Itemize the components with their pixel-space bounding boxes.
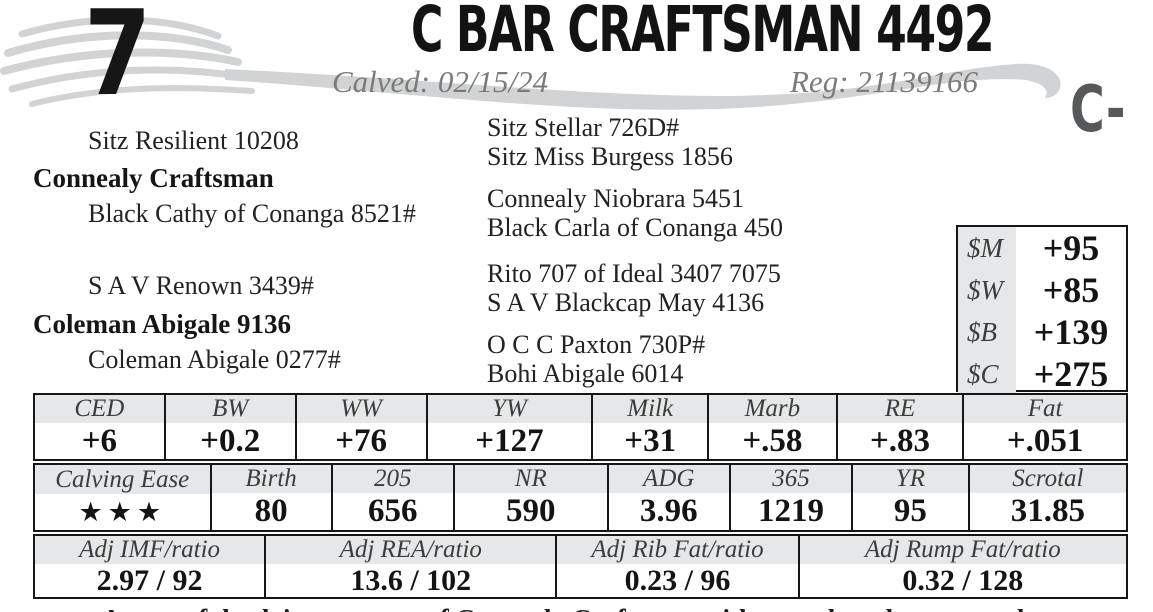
epd-value: +127 — [475, 423, 544, 459]
dollar-value: +275 — [1033, 354, 1109, 394]
dollar-label: $B — [958, 311, 1016, 353]
pedigree-dam-name: Coleman Abigale 9136 — [33, 309, 292, 339]
swoosh-graphic — [0, 16, 1061, 110]
pedigree-ancestor: Sitz Miss Burgess 1856 — [487, 142, 733, 171]
adj-value: 0.32 / 128 — [902, 564, 1024, 597]
adj-header: Adj Rib Fat/ratio — [557, 536, 798, 564]
dollar-row: $W +85 — [958, 269, 1126, 311]
adj-header: Adj REA/ratio — [266, 536, 556, 564]
epd-header: YW — [427, 395, 592, 423]
perf-value: 1219 — [757, 493, 824, 529]
perf-header: Scrotal — [969, 465, 1126, 493]
calving-ease-stars: ★★★ — [78, 496, 167, 527]
perf-header: Birth — [211, 465, 331, 493]
epd-value: +.051 — [1006, 423, 1084, 459]
perf-value: 590 — [505, 493, 556, 529]
epd-header: WW — [296, 395, 426, 423]
pedigree-sire-name: Connealy Craftsman — [33, 163, 274, 193]
perf-header: Calving Ease — [35, 465, 210, 494]
dollar-value: +139 — [1033, 312, 1109, 352]
bull-title: C BAR CRAFTSMAN 4492 — [411, 0, 995, 66]
perf-header: YR — [853, 465, 968, 493]
epd-value: +76 — [335, 423, 387, 459]
adj-header: Adj Rump Fat/ratio — [799, 536, 1126, 564]
dollar-row: $B +139 — [958, 311, 1126, 353]
perf-value: 95 — [893, 493, 927, 529]
pedigree-sire-grandsire: Sitz Resilient 10208 — [88, 126, 299, 155]
pedigree-dam-granddam: Coleman Abigale 0277# — [88, 345, 341, 374]
epd-header: Fat — [964, 395, 1126, 423]
dollar-value: +85 — [1042, 270, 1100, 310]
pedigree-ancestor: Black Carla of Conanga 450 — [487, 213, 784, 242]
reg-number: Reg: 21139166 — [790, 64, 978, 99]
pedigree-ancestor: Rito 707 of Ideal 3407 7075 — [487, 259, 781, 288]
perf-value: 656 — [367, 493, 418, 529]
adj-header: Adj IMF/ratio — [35, 536, 265, 564]
pedigree-ancestor: S A V Blackcap May 4136 — [487, 288, 765, 317]
dollar-label: $W — [958, 269, 1016, 311]
epd-table: CED +6 BW +0.2 WW +76 YW +127 Milk +31 Marb +.… — [33, 393, 1128, 461]
perf-header: 365 — [730, 465, 852, 493]
epd-header: CED — [35, 395, 164, 423]
epd-value: +0.2 — [200, 423, 261, 459]
perf-header: 205 — [332, 465, 453, 493]
adjusted-table: Adj IMF/ratio 2.97 / 92 Adj REA/ratio 13.6… — [33, 534, 1128, 599]
clipped-footnote: A powerful calving ease son of Connealy … — [0, 604, 1153, 612]
dollar-label: $M — [958, 227, 1016, 269]
dollar-value: +95 — [1042, 228, 1100, 268]
adj-value: 2.97 / 92 — [96, 564, 203, 597]
perf-value: 80 — [254, 493, 288, 529]
epd-value: +.58 — [742, 423, 803, 459]
adj-value: 0.23 / 96 — [624, 564, 731, 597]
pedigree-ancestor: O C C Paxton 730P# — [487, 330, 706, 359]
perf-value: 31.85 — [1010, 493, 1085, 529]
pedigree-ancestor: Bohi Abigale 6014 — [487, 359, 684, 388]
lot-number: 7 — [84, 0, 152, 122]
adj-value: 13.6 / 102 — [350, 564, 472, 597]
pedigree-ancestor: Sitz Stellar 726D# — [487, 113, 680, 142]
perf-header: ADG — [608, 465, 729, 493]
epd-header: Marb — [709, 395, 836, 423]
epd-value: +6 — [81, 423, 118, 459]
pedigree-sire-granddam: Black Cathy of Conanga 8521# — [88, 199, 416, 228]
performance-table: Calving Ease ★★★ Birth 80 205 656 NR 590 ADG… — [33, 463, 1128, 532]
dollar-index-box: $M +95 $W +85 $B +139 $C +275 — [956, 225, 1128, 395]
dollar-row: $C +275 — [958, 353, 1126, 395]
epd-header: Milk — [593, 395, 708, 423]
perf-header: NR — [454, 465, 607, 493]
epd-header: RE — [837, 395, 963, 423]
calved-date: Calved: 02/15/24 — [332, 64, 549, 99]
dollar-row: $M +95 — [958, 227, 1126, 269]
epd-value: +31 — [624, 423, 677, 459]
brand-mark: C- — [1070, 73, 1126, 147]
dollar-label: $C — [958, 353, 1016, 395]
pedigree-ancestor: Connealy Niobrara 5451 — [487, 184, 745, 213]
perf-value: 3.96 — [639, 493, 698, 529]
pedigree-dam-grandsire: S A V Renown 3439# — [88, 271, 314, 300]
epd-header: BW — [165, 395, 295, 423]
epd-value: +.83 — [869, 423, 931, 459]
